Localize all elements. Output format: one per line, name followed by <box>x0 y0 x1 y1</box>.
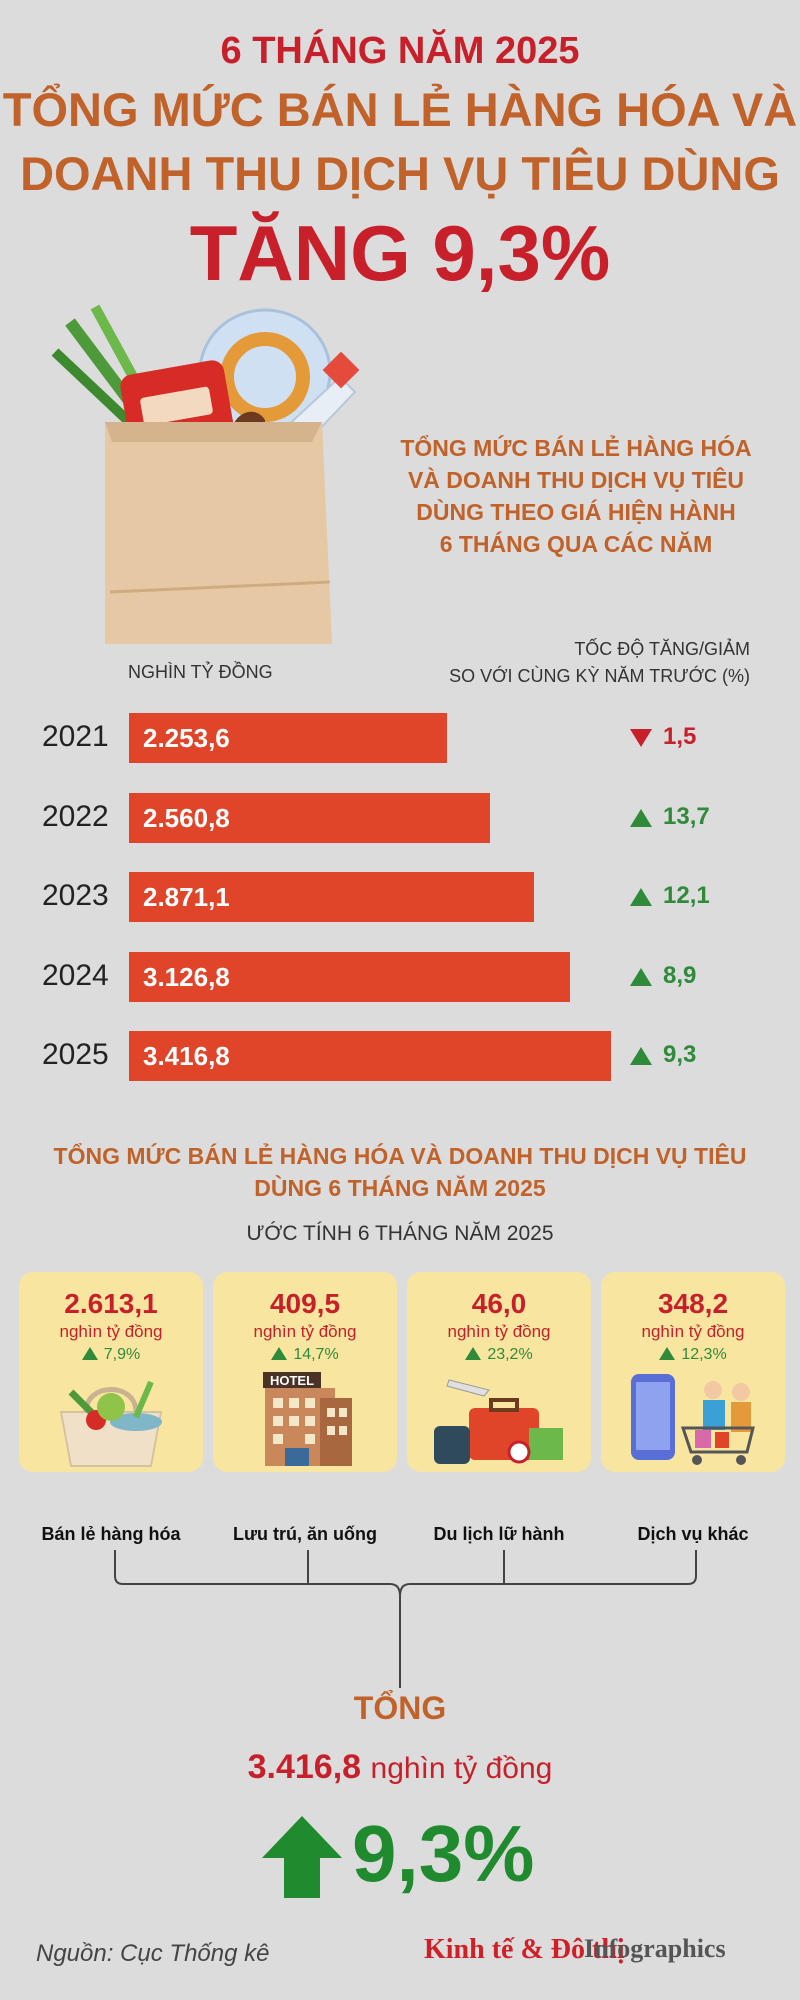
year-label: 2023 <box>42 879 109 912</box>
growth-rate: 8,9 <box>663 962 697 989</box>
card-retail: 2.613,1 nghìn tỷ đồng 7,9% <box>19 1272 203 1472</box>
card-value: 409,5 <box>269 1288 341 1319</box>
up-arrow-icon <box>465 1347 482 1360</box>
total-value-line: 3.416,8 nghìn tỷ đồng <box>0 1748 800 1787</box>
headline-line-3: TĂNG 9,3% <box>189 209 611 297</box>
card-label: Lưu trú, ăn uống <box>232 1524 377 1544</box>
card-value: 46,0 <box>471 1288 527 1319</box>
card-other-services: 348,2 nghìn tỷ đồng 12,3% <box>601 1272 785 1472</box>
up-arrow-icon <box>81 1347 98 1360</box>
growth-rate: 9,3 <box>663 1041 697 1068</box>
section2-title-line: DÙNG 6 THÁNG NĂM 2025 <box>254 1175 546 1201</box>
brand-logo: Kinh tế & Đô thị <box>424 1934 625 1965</box>
total-rate: 9,3% <box>352 1809 535 1898</box>
card-rate: 14,7% <box>213 1346 397 1364</box>
chart-title-line: 6 THÁNG QUA CÁC NĂM <box>439 531 713 557</box>
bar-value-label: 2.253,6 <box>143 723 230 753</box>
card-travel: 46,0 nghìn tỷ đồng 23,2% <box>407 1272 591 1472</box>
growth-rate: 1,5 <box>663 723 697 750</box>
bar-value-label: 2.871,1 <box>143 882 230 912</box>
year-label: 2021 <box>42 720 109 753</box>
up-arrow-icon <box>271 1347 288 1360</box>
card-unit: nghìn tỷ đồng <box>253 1322 357 1341</box>
bar: 3.416,8 <box>129 1031 611 1081</box>
headline-line-1: TỔNG MỨC BÁN LẺ HÀNG HÓA VÀ <box>2 83 798 136</box>
card-rate: 7,9% <box>19 1346 203 1364</box>
card-rate-value: 23,2% <box>487 1346 533 1363</box>
bar: 3.126,8 <box>129 952 570 1002</box>
bar-value-label: 2.560,8 <box>143 803 230 833</box>
bar-value-label: 3.416,8 <box>143 1041 230 1071</box>
paper-bag-icon <box>105 422 332 644</box>
up-arrow-icon <box>630 1047 652 1065</box>
section2-title: TỔNG MỨC BÁN LẺ HÀNG HÓA VÀ DOANH THU DỊ… <box>0 1140 800 1204</box>
big-up-arrow-icon <box>262 1816 342 1898</box>
source-text: Nguồn: Cục Thống kê <box>36 1940 270 1967</box>
total-value: 3.416,8 <box>247 1748 362 1786</box>
unit-label: NGHÌN TỶ ĐỒNG <box>128 662 273 682</box>
card-rate: 23,2% <box>407 1346 591 1364</box>
total-rate-row: 9,3% <box>0 1809 800 1902</box>
card-accommodation: 409,5 nghìn tỷ đồng 14,7% HOTEL <box>213 1272 397 1472</box>
rate-label-line: TỐC ĐỘ TĂNG/GIẢM <box>574 639 750 659</box>
card-value: 348,2 <box>657 1288 729 1319</box>
up-arrow-icon <box>659 1347 676 1360</box>
card-rate-value: 14,7% <box>293 1346 339 1363</box>
chart-title: TỔNG MỨC BÁN LẺ HÀNG HÓA VÀ DOANH THU DỊ… <box>376 432 776 560</box>
card-rate-value: 7,9% <box>103 1346 141 1363</box>
card-label: Bán lẻ hàng hóa <box>41 1524 181 1544</box>
bar: 2.253,6 <box>129 713 447 763</box>
section2-title-line: TỔNG MỨC BÁN LẺ HÀNG HÓA VÀ DOANH THU DỊ… <box>53 1143 747 1169</box>
up-arrow-icon <box>630 968 652 986</box>
up-arrow-icon <box>630 888 652 906</box>
up-arrow-icon <box>630 809 652 827</box>
travel-luggage-icon <box>434 1379 563 1464</box>
growth-rate: 13,7 <box>663 803 710 830</box>
year-label: 2025 <box>42 1038 109 1071</box>
card-unit: nghìn tỷ đồng <box>59 1322 163 1341</box>
grocery-bag-illustration <box>51 304 360 644</box>
card-label: Du lịch lữ hành <box>433 1524 565 1544</box>
page-subtitle: 6 THÁNG NĂM 2025 <box>220 30 580 72</box>
card-rate: 12,3% <box>601 1346 785 1364</box>
card-unit: nghìn tỷ đồng <box>641 1322 745 1341</box>
hotel-sign-text: HOTEL <box>270 1373 314 1388</box>
card-label: Dịch vụ khác <box>637 1524 749 1544</box>
headline-line-2: DOANH THU DỊCH VỤ TIÊU DÙNG <box>20 147 780 200</box>
chart-title-line: DÙNG THEO GIÁ HIỆN HÀNH <box>416 499 736 525</box>
brand-subtitle: Infographics <box>584 1934 726 1963</box>
down-arrow-icon <box>630 729 652 747</box>
chart-title-line: TỔNG MỨC BÁN LẺ HÀNG HÓA <box>400 435 752 461</box>
year-label: 2022 <box>42 800 109 833</box>
bar: 2.871,1 <box>129 872 534 922</box>
total-unit: nghìn tỷ đồng <box>370 1752 553 1785</box>
card-rate-value: 12,3% <box>681 1346 727 1363</box>
chart-title-line: VÀ DOANH THU DỊCH VỤ TIÊU <box>407 467 745 493</box>
year-label: 2024 <box>42 959 109 992</box>
bar: 2.560,8 <box>129 793 490 843</box>
online-shopping-icon <box>631 1374 755 1465</box>
hotel-icon: HOTEL <box>263 1372 352 1466</box>
rate-label-line: SO VỚI CÙNG KỲ NĂM TRƯỚC (%) <box>449 666 750 686</box>
grocery-bag-icon <box>59 1380 163 1467</box>
card-unit: nghìn tỷ đồng <box>447 1322 551 1341</box>
total-title: TỔNG <box>353 1690 447 1726</box>
bracket-connector <box>114 1550 697 1688</box>
growth-rate: 12,1 <box>663 882 710 909</box>
bar-value-label: 3.126,8 <box>143 962 230 992</box>
rate-label: TỐC ĐỘ TĂNG/GIẢM SO VỚI CÙNG KỲ NĂM TRƯỚ… <box>440 636 750 690</box>
card-value: 2.613,1 <box>64 1288 158 1319</box>
estimate-label: ƯỚC TÍNH 6 THÁNG NĂM 2025 <box>246 1222 554 1245</box>
